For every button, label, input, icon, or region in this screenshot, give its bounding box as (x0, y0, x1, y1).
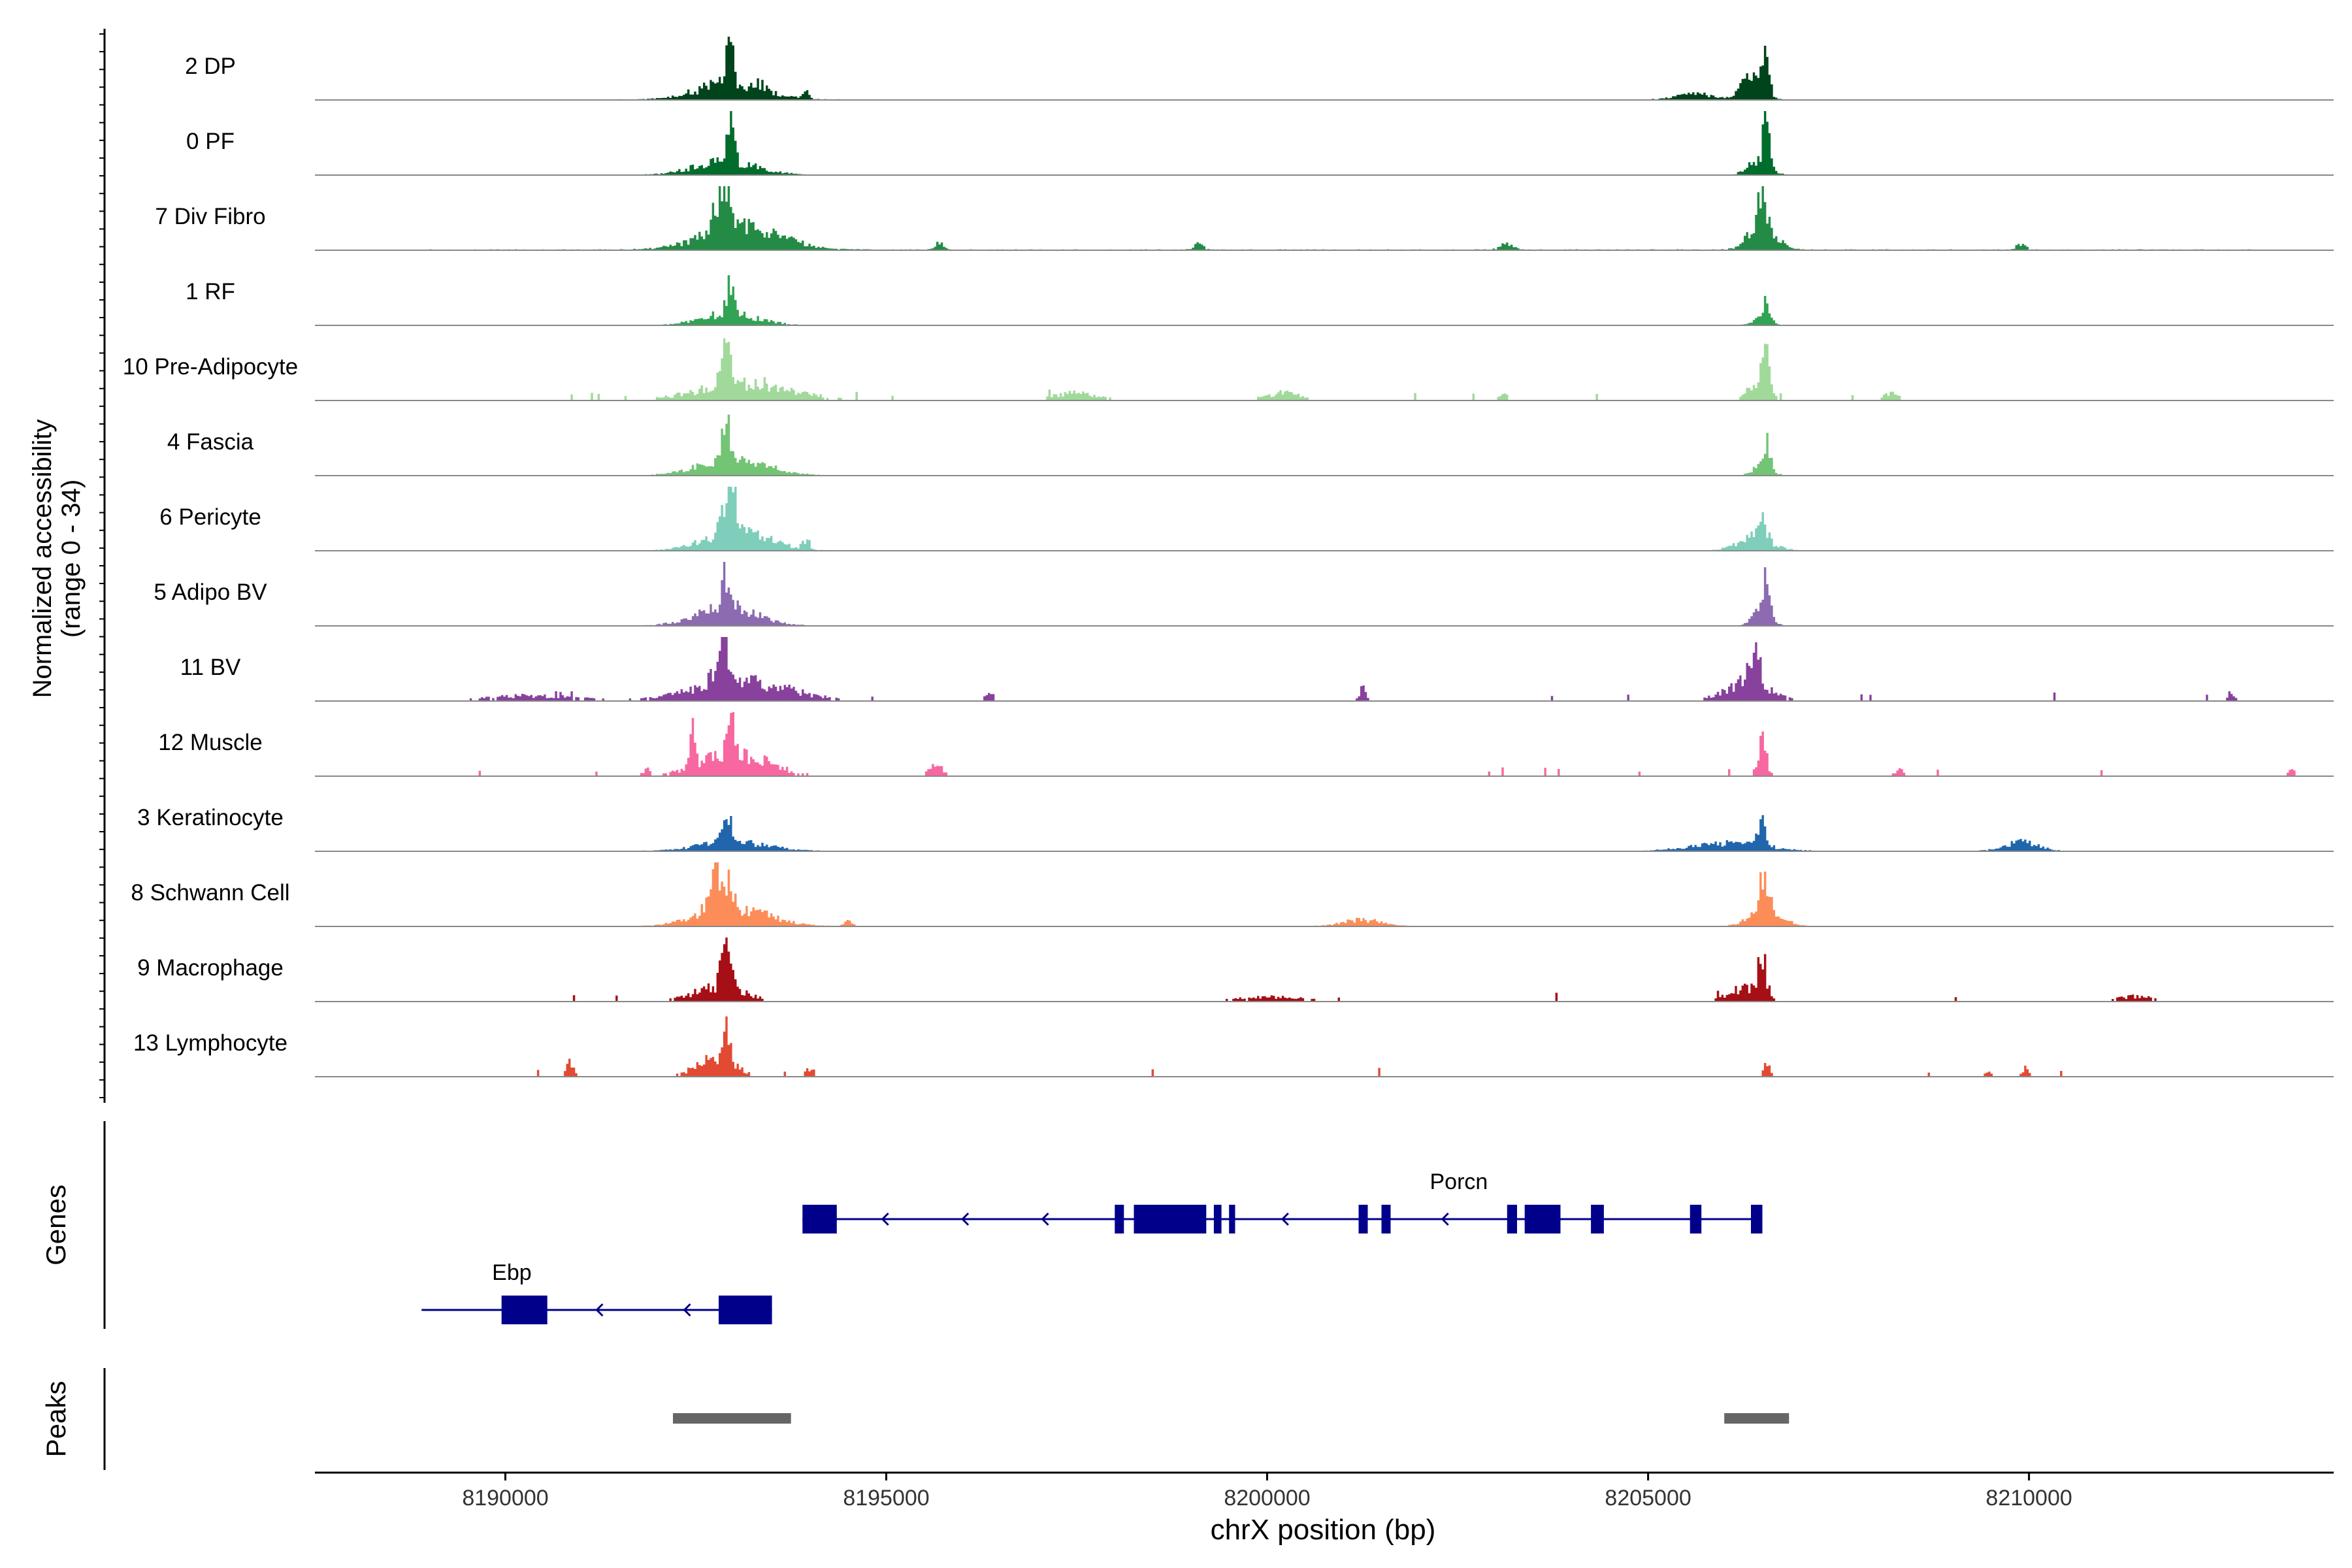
track-8-schwann-cell (315, 862, 2334, 927)
strand-arrow (881, 1212, 889, 1226)
strand-arrow (683, 1303, 691, 1317)
coverage-area (315, 1016, 2334, 1077)
coverage-area (315, 487, 2334, 551)
x-axis-ticks: 8190000 8195000 8200000 8205000 8210000 (462, 1473, 2072, 1511)
gene-exon (1115, 1205, 1124, 1233)
peaks-panel-label: Peaks (41, 1381, 71, 1458)
gene-exon (802, 1205, 837, 1233)
gene-exon (1381, 1205, 1391, 1233)
gene-exon (1751, 1205, 1763, 1233)
coverage-area (315, 338, 2334, 400)
coverage-area (315, 815, 2334, 851)
gene-exon (1591, 1205, 1604, 1233)
track-labels: 2 DP 0 PF 7 Div Fibro 1 RF 10 Pre-Adipocyte 4… (123, 54, 298, 1056)
strand-arrow (1441, 1212, 1449, 1226)
track-label: 10 Pre-Adipocyte (123, 354, 298, 380)
y-axis (99, 29, 106, 1103)
track-label: 1 RF (186, 279, 235, 304)
coverage-area (315, 562, 2334, 626)
x-axis-tick-label: 8210000 (1985, 1486, 2072, 1511)
strand-arrow (961, 1212, 970, 1226)
track-4-fascia (315, 414, 2334, 476)
track-13-lymphocyte (315, 1016, 2334, 1077)
coverage-area (315, 637, 2334, 701)
track-6-pericyte (315, 487, 2334, 551)
x-axis-title: chrX position (bp) (1211, 1514, 1436, 1546)
gene-exon (1524, 1205, 1561, 1233)
gene-exon (1690, 1205, 1702, 1233)
coverage-area (315, 111, 2334, 175)
gene-porcn: Porcn (802, 1169, 1763, 1233)
track-label: 8 Schwann Cell (131, 880, 289, 906)
gene-name-label: Ebp (492, 1260, 532, 1285)
peak-regions (673, 1413, 1789, 1424)
coverage-area (315, 938, 2334, 1002)
gene-exon (501, 1296, 547, 1324)
track-label: 3 Keratinocyte (137, 805, 284, 830)
coverage-area (315, 275, 2334, 325)
gene-exon (1134, 1205, 1207, 1233)
peak-region (1724, 1413, 1789, 1424)
strand-arrow (595, 1303, 604, 1317)
coverage-area (315, 862, 2334, 926)
coverage-tracks (315, 37, 2334, 1077)
track-label: 12 Muscle (158, 730, 263, 755)
gene-exon (719, 1296, 772, 1324)
gene-exon (1507, 1205, 1517, 1233)
y-axis-label-line1: Normalized accessibility (28, 419, 57, 698)
gene-ebp: Ebp (421, 1260, 772, 1324)
track-10-pre-adipocyte (315, 338, 2334, 401)
track-label: 4 Fascia (167, 429, 254, 455)
x-axis-tick-label: 8195000 (843, 1486, 929, 1511)
track-label: 6 Pericyte (159, 504, 261, 530)
track-label: 0 PF (186, 129, 235, 154)
gene-exon (1213, 1205, 1222, 1233)
gene-exon (1358, 1205, 1368, 1233)
coverage-area (315, 186, 2334, 250)
genes-panel-label: Genes (41, 1184, 71, 1266)
track-label: 9 Macrophage (137, 955, 284, 981)
track-label: 5 Adipo BV (154, 580, 267, 605)
gene-exon (1229, 1205, 1235, 1233)
x-axis-tick-label: 8200000 (1224, 1486, 1310, 1511)
track-5-adipo-bv (315, 562, 2334, 627)
x-axis-tick-label: 8205000 (1605, 1486, 1691, 1511)
track-label: 2 DP (185, 54, 236, 79)
track-2-dp (315, 37, 2334, 101)
gene-annotations: Porcn Ebp (421, 1169, 1763, 1324)
coverage-area (315, 712, 2334, 776)
track-12-muscle (315, 712, 2334, 777)
gene-name-label: Porcn (1429, 1169, 1488, 1194)
coverage-area (315, 414, 2334, 476)
coverage-area (315, 37, 2334, 100)
strand-arrow (1041, 1212, 1049, 1226)
track-11-bv (315, 637, 2334, 702)
track-0-pf (315, 111, 2334, 176)
strand-arrow (1281, 1212, 1289, 1226)
peak-region (673, 1413, 791, 1424)
track-7-div-fibro (315, 186, 2334, 251)
y-axis-label-line2: (range 0 - 34) (57, 480, 86, 638)
track-3-keratinocyte (315, 815, 2334, 852)
track-label: 7 Div Fibro (155, 204, 265, 229)
track-label: 13 Lymphocyte (133, 1030, 287, 1056)
x-axis-tick-label: 8190000 (462, 1486, 548, 1511)
track-9-macrophage (315, 938, 2334, 1002)
track-label: 11 BV (180, 655, 241, 680)
track-1-rf (315, 275, 2334, 326)
